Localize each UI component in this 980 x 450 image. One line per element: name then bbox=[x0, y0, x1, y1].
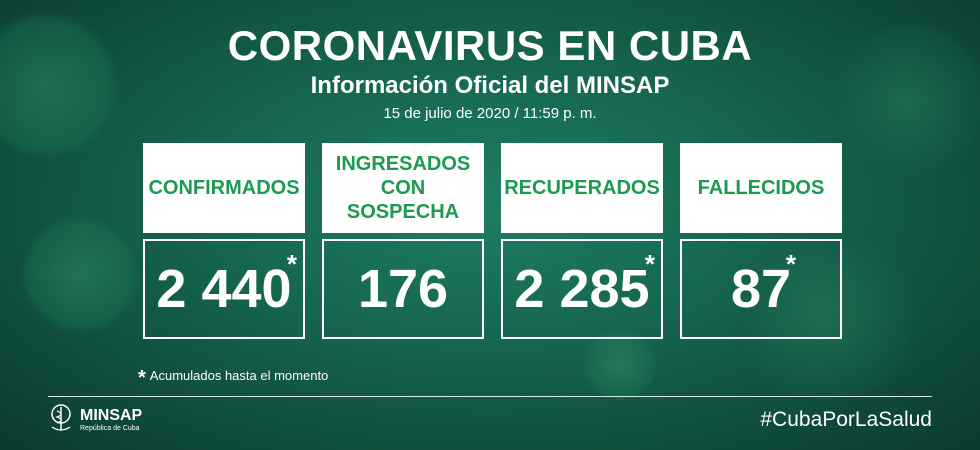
card-value-box: 2 440 * bbox=[143, 239, 305, 339]
card-recuperados: RECUPERADOS 2 285 * bbox=[501, 143, 663, 339]
card-label: INGRESADOS CON SOSPECHA bbox=[322, 143, 484, 233]
card-value-box: 2 285 * bbox=[501, 239, 663, 339]
background-virus-shape bbox=[20, 215, 140, 335]
card-label-line1: INGRESADOS bbox=[335, 153, 471, 175]
card-value-box: 87 * bbox=[680, 239, 842, 339]
header: CORONAVIRUS EN CUBA Información Oficial … bbox=[0, 22, 980, 124]
footnote-text: Acumulados hasta el momento bbox=[149, 368, 329, 383]
footnote-asterisk: * bbox=[138, 367, 146, 389]
background-virus-shape bbox=[720, 230, 930, 400]
footnote: * Acumulados hasta el momento bbox=[138, 367, 328, 390]
page-title: CORONAVIRUS EN CUBA bbox=[227, 22, 753, 69]
background-virus-shape bbox=[830, 20, 980, 180]
card-label-text: FALLECIDOS bbox=[697, 177, 825, 199]
logo-subtitle: República de Cuba bbox=[80, 425, 140, 432]
asterisk-mark: * bbox=[286, 249, 297, 279]
card-label-text: CONFIRMADOS bbox=[148, 177, 300, 199]
report-date: 15 de julio de 2020 / 11:59 p. m. bbox=[383, 105, 597, 122]
card-label-line2: CON SOSPECHA bbox=[346, 177, 460, 223]
minsap-logo: MINSAP República de Cuba bbox=[48, 403, 142, 437]
hashtag: #CubaPorLaSalud bbox=[760, 408, 932, 431]
card-value: 2 285 bbox=[514, 259, 650, 319]
card-confirmados: CONFIRMADOS 2 440 * bbox=[143, 143, 305, 339]
card-label: FALLECIDOS bbox=[680, 143, 842, 233]
card-value: 176 bbox=[357, 259, 449, 319]
asterisk-mark: * bbox=[785, 249, 796, 279]
card-value: 2 440 bbox=[156, 259, 292, 319]
card-label: CONFIRMADOS bbox=[143, 143, 305, 233]
page-subtitle: Información Oficial del MINSAP bbox=[310, 72, 670, 99]
footer-divider bbox=[48, 396, 932, 397]
card-value: 87 bbox=[730, 259, 792, 319]
card-fallecidos: FALLECIDOS 87 * bbox=[680, 143, 842, 339]
background-virus-shape bbox=[580, 330, 660, 400]
logo-name: MINSAP bbox=[80, 407, 143, 424]
card-label-text: RECUPERADOS bbox=[504, 177, 660, 199]
card-value-box: 176 bbox=[322, 239, 484, 339]
background-virus-shape bbox=[0, 10, 120, 160]
asterisk-mark: * bbox=[644, 249, 655, 279]
card-ingresados: INGRESADOS CON SOSPECHA 176 bbox=[322, 143, 484, 339]
card-label: RECUPERADOS bbox=[501, 143, 663, 233]
caduceus-seal-icon bbox=[48, 403, 74, 437]
